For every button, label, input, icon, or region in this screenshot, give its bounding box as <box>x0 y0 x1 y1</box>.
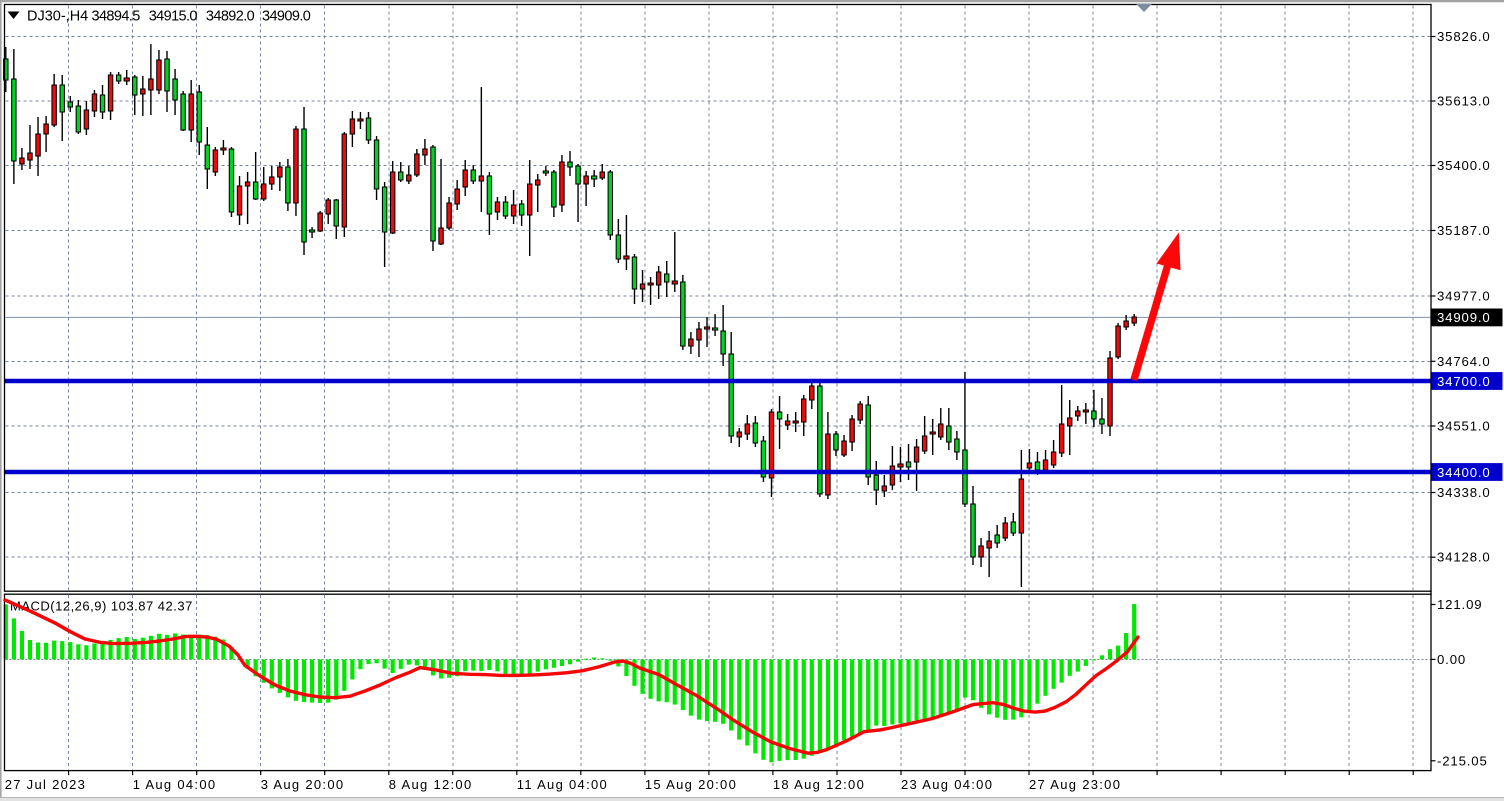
svg-text:34894.5: 34894.5 <box>92 9 141 25</box>
svg-text:11 Aug 04:00: 11 Aug 04:00 <box>517 777 608 792</box>
svg-text:34764.0: 34764.0 <box>1437 354 1491 369</box>
svg-text:34700.0: 34700.0 <box>1437 374 1491 389</box>
svg-text:35826.0: 35826.0 <box>1437 29 1491 44</box>
svg-text:34892.0: 34892.0 <box>206 9 255 25</box>
svg-text:34977.0: 34977.0 <box>1437 289 1491 304</box>
svg-text:34128.0: 34128.0 <box>1437 550 1491 565</box>
svg-text:8 Aug 12:00: 8 Aug 12:00 <box>389 777 473 792</box>
svg-text:34338.0: 34338.0 <box>1437 485 1491 500</box>
svg-text:34909.0: 34909.0 <box>1437 310 1491 325</box>
svg-text:34551.0: 34551.0 <box>1437 419 1491 434</box>
svg-text:27 Jul 2023: 27 Jul 2023 <box>5 777 87 792</box>
svg-text:34400.0: 34400.0 <box>1437 465 1491 480</box>
svg-text:121.09: 121.09 <box>1437 597 1482 612</box>
svg-text:34915.0: 34915.0 <box>149 9 198 25</box>
svg-text:35187.0: 35187.0 <box>1437 223 1491 238</box>
svg-text:15 Aug 20:00: 15 Aug 20:00 <box>645 777 737 792</box>
svg-text:35613.0: 35613.0 <box>1437 94 1491 109</box>
svg-text:MACD(12,26,9) 103.87 42.37: MACD(12,26,9) 103.87 42.37 <box>10 599 193 614</box>
svg-text:23 Aug 04:00: 23 Aug 04:00 <box>901 777 993 792</box>
svg-text:34909.0: 34909.0 <box>262 9 311 25</box>
svg-text:DJ30-,H4: DJ30-,H4 <box>27 9 88 25</box>
svg-text:1 Aug 04:00: 1 Aug 04:00 <box>133 777 217 792</box>
svg-text:-215.05: -215.05 <box>1437 753 1488 768</box>
svg-text:0.00: 0.00 <box>1437 652 1466 667</box>
svg-text:35400.0: 35400.0 <box>1437 158 1491 173</box>
svg-text:27 Aug 23:00: 27 Aug 23:00 <box>1029 777 1121 792</box>
svg-text:18 Aug 12:00: 18 Aug 12:00 <box>773 777 865 792</box>
svg-text:3 Aug 20:00: 3 Aug 20:00 <box>261 777 345 792</box>
